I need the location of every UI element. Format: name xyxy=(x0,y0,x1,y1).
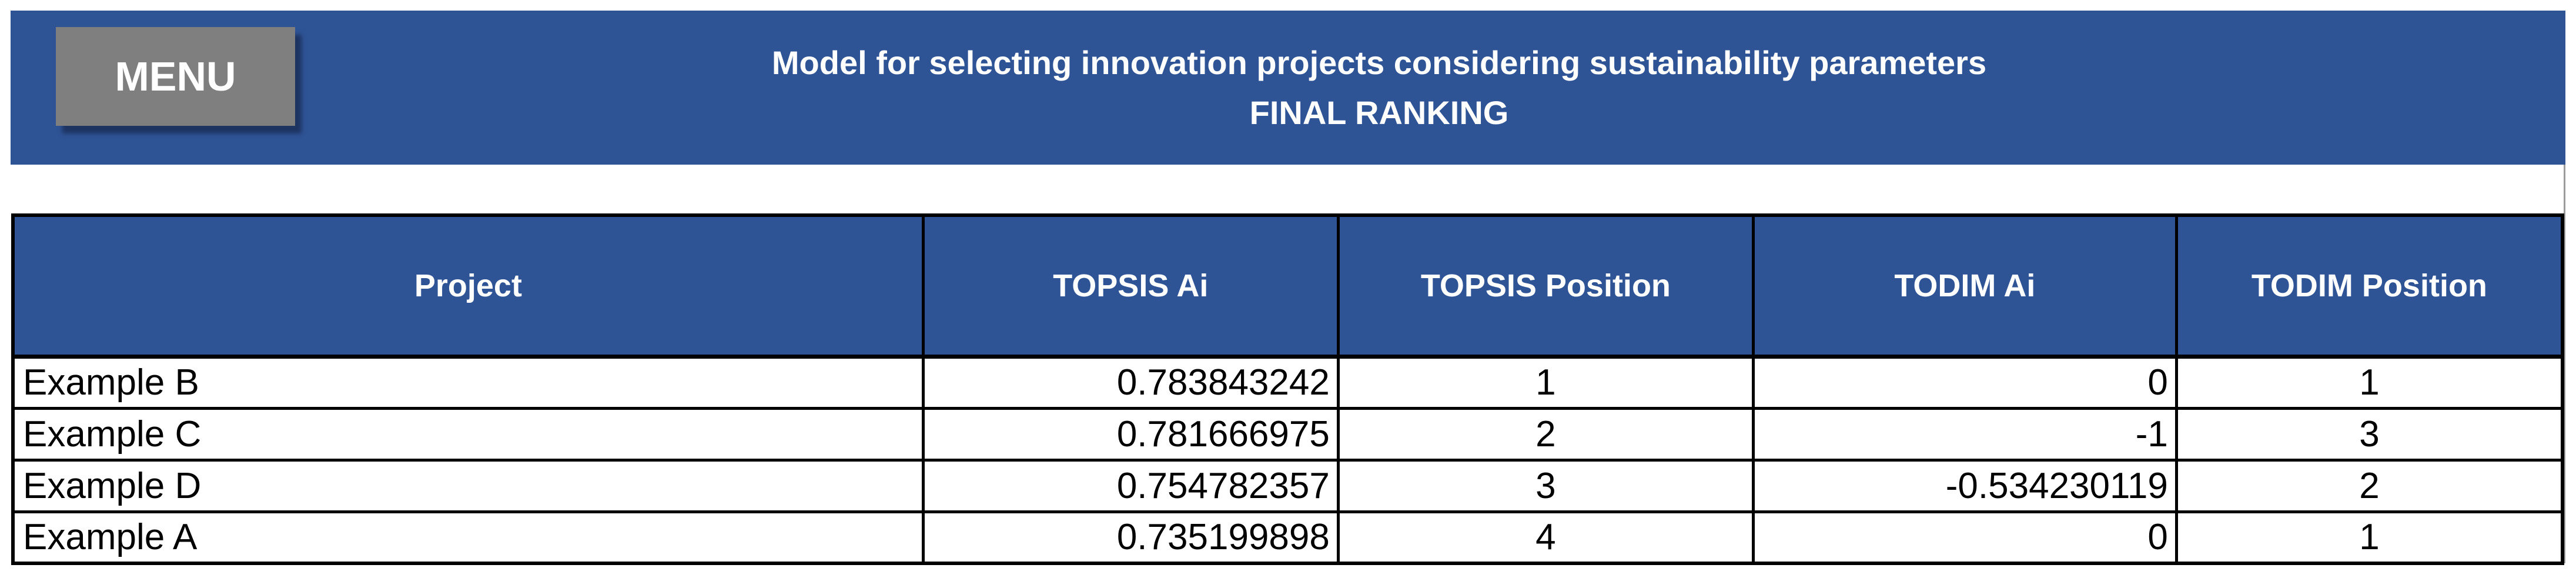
cell-todim-position: 1 xyxy=(2174,355,2564,410)
cell-todim-ai: 0 xyxy=(1751,510,2178,565)
cell-topsis-ai: 0.754782357 xyxy=(921,458,1340,513)
cell-todim-ai: 0 xyxy=(1751,355,2178,410)
table-row: Example D 0.754782357 3 -0.534230119 2 xyxy=(11,458,2564,513)
cell-topsis-position: 1 xyxy=(1336,355,1755,410)
ranking-table: Project TOPSIS Ai TOPSIS Position TODIM … xyxy=(11,213,2564,565)
cell-topsis-position: 3 xyxy=(1336,458,1755,513)
cell-todim-position: 2 xyxy=(2174,458,2564,513)
cell-topsis-position: 2 xyxy=(1336,406,1755,462)
cell-topsis-position: 4 xyxy=(1336,510,1755,565)
column-header-topsis-ai: TOPSIS Ai xyxy=(921,213,1340,359)
cell-project: Example C xyxy=(11,406,925,462)
cell-project: Example B xyxy=(11,355,925,410)
cell-todim-ai: -1 xyxy=(1751,406,2178,462)
sheet-edge-line xyxy=(2564,165,2565,563)
title-line-2: FINAL RANKING xyxy=(1249,93,1509,131)
cell-topsis-ai: 0.783843242 xyxy=(921,355,1340,410)
cell-project: Example A xyxy=(11,510,925,565)
header-banner: MENU Model for selecting innovation proj… xyxy=(11,11,2565,165)
cell-project: Example D xyxy=(11,458,925,513)
column-header-topsis-position: TOPSIS Position xyxy=(1336,213,1755,359)
menu-button[interactable]: MENU xyxy=(56,27,295,126)
cell-topsis-ai: 0.735199898 xyxy=(921,510,1340,565)
column-header-todim-ai: TODIM Ai xyxy=(1751,213,2178,359)
column-header-todim-position: TODIM Position xyxy=(2174,213,2564,359)
table-body: Example B 0.783843242 1 0 1 Example C 0.… xyxy=(11,355,2564,565)
column-header-project: Project xyxy=(11,213,925,359)
cell-todim-position: 3 xyxy=(2174,406,2564,462)
page-title: Model for selecting innovation projects … xyxy=(11,11,2565,165)
cell-topsis-ai: 0.781666975 xyxy=(921,406,1340,462)
table-header-row: Project TOPSIS Ai TOPSIS Position TODIM … xyxy=(11,213,2564,359)
title-line-1: Model for selecting innovation projects … xyxy=(771,44,1987,81)
table-row: Example B 0.783843242 1 0 1 xyxy=(11,355,2564,410)
table-row: Example A 0.735199898 4 0 1 xyxy=(11,510,2564,565)
cell-todim-ai: -0.534230119 xyxy=(1751,458,2178,513)
table-row: Example C 0.781666975 2 -1 3 xyxy=(11,406,2564,462)
cell-todim-position: 1 xyxy=(2174,510,2564,565)
